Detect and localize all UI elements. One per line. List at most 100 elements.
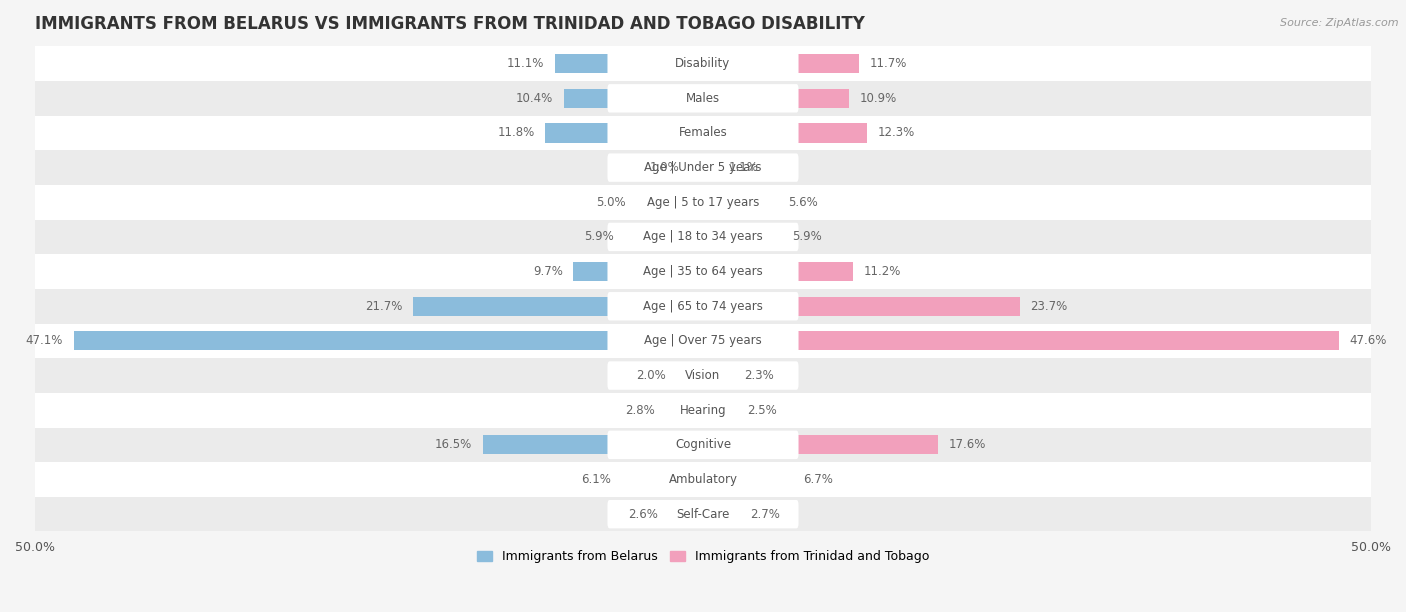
Text: 2.3%: 2.3% — [744, 369, 775, 382]
Bar — [35, 220, 1371, 254]
Bar — [636, 193, 703, 212]
Text: 21.7%: 21.7% — [366, 300, 402, 313]
Text: 2.6%: 2.6% — [627, 508, 658, 521]
Bar — [703, 193, 778, 212]
Bar — [703, 366, 734, 385]
Bar — [703, 262, 852, 281]
FancyBboxPatch shape — [607, 431, 799, 459]
Bar — [703, 124, 868, 143]
Bar — [35, 497, 1371, 531]
Bar — [703, 435, 938, 454]
Text: Cognitive: Cognitive — [675, 438, 731, 452]
Text: Age | 35 to 64 years: Age | 35 to 64 years — [643, 265, 763, 278]
Bar — [35, 462, 1371, 497]
Bar — [703, 89, 849, 108]
Text: 6.1%: 6.1% — [581, 473, 610, 486]
Bar — [676, 366, 703, 385]
Text: Age | Under 5 years: Age | Under 5 years — [644, 161, 762, 174]
Text: 23.7%: 23.7% — [1031, 300, 1067, 313]
Text: 16.5%: 16.5% — [434, 438, 472, 452]
Bar — [35, 116, 1371, 151]
Bar — [703, 401, 737, 420]
Bar — [35, 358, 1371, 393]
Bar — [546, 124, 703, 143]
FancyBboxPatch shape — [607, 500, 799, 528]
Bar — [35, 289, 1371, 324]
Text: 10.4%: 10.4% — [516, 92, 554, 105]
FancyBboxPatch shape — [607, 84, 799, 113]
Text: 5.9%: 5.9% — [793, 231, 823, 244]
Text: 6.7%: 6.7% — [803, 473, 834, 486]
Text: 47.1%: 47.1% — [25, 334, 63, 348]
Bar — [35, 324, 1371, 358]
Bar — [703, 297, 1019, 316]
Text: 2.7%: 2.7% — [749, 508, 780, 521]
Text: Age | 65 to 74 years: Age | 65 to 74 years — [643, 300, 763, 313]
Text: Disability: Disability — [675, 57, 731, 70]
FancyBboxPatch shape — [607, 327, 799, 355]
Bar — [665, 401, 703, 420]
FancyBboxPatch shape — [607, 154, 799, 182]
Bar — [35, 428, 1371, 462]
FancyBboxPatch shape — [607, 465, 799, 494]
Text: 2.5%: 2.5% — [747, 404, 778, 417]
Text: Ambulatory: Ambulatory — [668, 473, 738, 486]
Text: 5.9%: 5.9% — [583, 231, 613, 244]
Text: Vision: Vision — [685, 369, 721, 382]
Text: Age | 5 to 17 years: Age | 5 to 17 years — [647, 196, 759, 209]
FancyBboxPatch shape — [607, 188, 799, 217]
Bar — [621, 470, 703, 489]
Text: 11.8%: 11.8% — [498, 127, 534, 140]
Text: 5.6%: 5.6% — [789, 196, 818, 209]
FancyBboxPatch shape — [607, 223, 799, 251]
Text: Hearing: Hearing — [679, 404, 727, 417]
Text: 2.0%: 2.0% — [636, 369, 665, 382]
Text: Age | Over 75 years: Age | Over 75 years — [644, 334, 762, 348]
Bar — [482, 435, 703, 454]
FancyBboxPatch shape — [607, 258, 799, 286]
Text: Self-Care: Self-Care — [676, 508, 730, 521]
Bar — [35, 393, 1371, 428]
Bar — [35, 151, 1371, 185]
Bar — [564, 89, 703, 108]
Text: 9.7%: 9.7% — [533, 265, 562, 278]
Bar — [35, 81, 1371, 116]
Text: Females: Females — [679, 127, 727, 140]
FancyBboxPatch shape — [607, 292, 799, 321]
Bar — [35, 254, 1371, 289]
Text: 11.2%: 11.2% — [863, 265, 901, 278]
Bar — [703, 54, 859, 73]
Text: Males: Males — [686, 92, 720, 105]
Text: Age | 18 to 34 years: Age | 18 to 34 years — [643, 231, 763, 244]
Bar — [689, 158, 703, 177]
Text: 1.0%: 1.0% — [650, 161, 679, 174]
Text: 10.9%: 10.9% — [859, 92, 897, 105]
FancyBboxPatch shape — [607, 396, 799, 424]
Bar — [703, 331, 1339, 351]
Legend: Immigrants from Belarus, Immigrants from Trinidad and Tobago: Immigrants from Belarus, Immigrants from… — [471, 545, 935, 568]
Text: 2.8%: 2.8% — [626, 404, 655, 417]
Text: 17.6%: 17.6% — [949, 438, 986, 452]
Text: 12.3%: 12.3% — [877, 127, 915, 140]
Bar — [703, 505, 740, 524]
FancyBboxPatch shape — [607, 361, 799, 390]
Bar — [624, 228, 703, 247]
Bar — [668, 505, 703, 524]
Text: 47.6%: 47.6% — [1350, 334, 1386, 348]
Text: 11.1%: 11.1% — [506, 57, 544, 70]
Bar — [703, 470, 793, 489]
FancyBboxPatch shape — [607, 119, 799, 147]
Text: 11.7%: 11.7% — [870, 57, 907, 70]
Bar — [574, 262, 703, 281]
Bar — [35, 47, 1371, 81]
Text: 1.1%: 1.1% — [728, 161, 758, 174]
FancyBboxPatch shape — [607, 50, 799, 78]
Bar — [35, 185, 1371, 220]
Bar — [413, 297, 703, 316]
Text: Source: ZipAtlas.com: Source: ZipAtlas.com — [1281, 18, 1399, 28]
Bar — [555, 54, 703, 73]
Bar — [73, 331, 703, 351]
Text: 5.0%: 5.0% — [596, 196, 626, 209]
Bar — [703, 228, 782, 247]
Text: IMMIGRANTS FROM BELARUS VS IMMIGRANTS FROM TRINIDAD AND TOBAGO DISABILITY: IMMIGRANTS FROM BELARUS VS IMMIGRANTS FR… — [35, 15, 865, 33]
